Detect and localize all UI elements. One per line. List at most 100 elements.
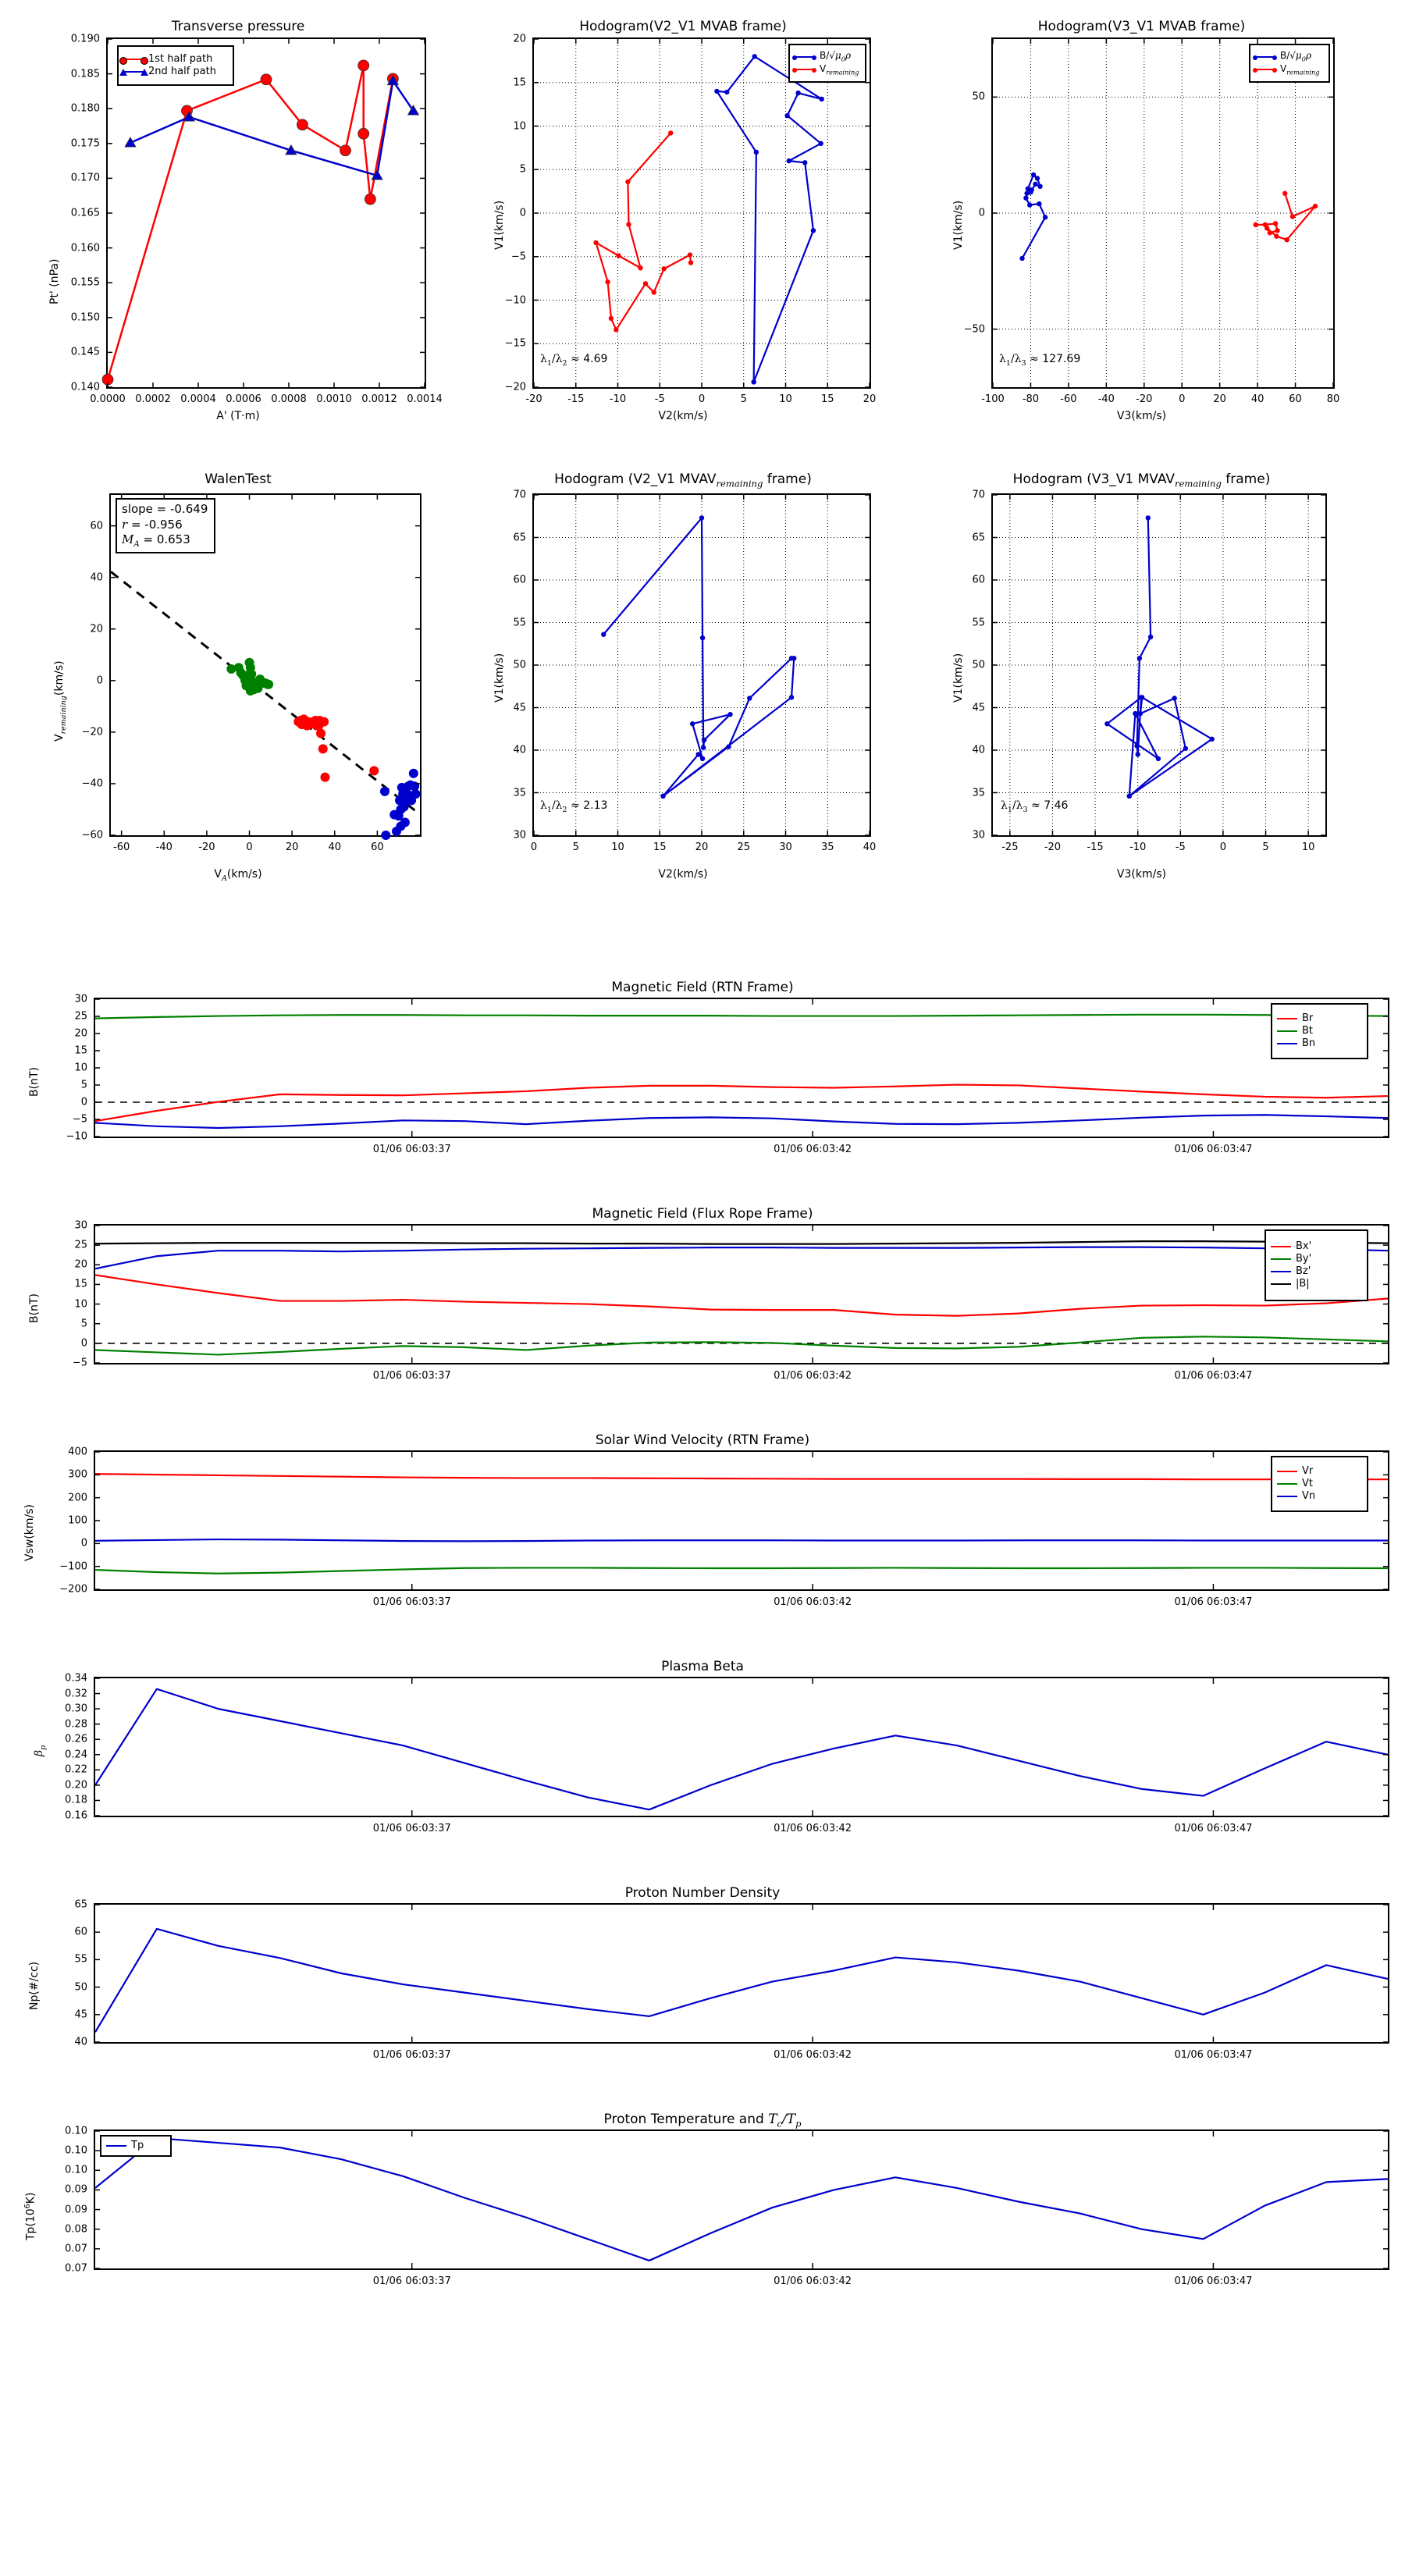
y-tick-label: 45	[513, 702, 526, 713]
plot-area	[94, 998, 1389, 1138]
legend-item-vremaining: Vremaining	[792, 63, 860, 76]
legend-item-vn: Vn	[1277, 1490, 1362, 1503]
x-tick-label: 35	[820, 841, 834, 853]
legend-line-red-circle	[119, 56, 148, 65]
legend-line-blue	[106, 2145, 126, 2147]
y-tick-label: 40	[513, 744, 526, 756]
y-tick-label: −50	[963, 323, 985, 336]
legend-label: 1st half path	[148, 52, 213, 65]
legend-item-by: By'	[1271, 1253, 1362, 1265]
y-axis-label: Vsw(km/s)	[23, 1503, 36, 1561]
x-tick-label: 0.0002	[135, 393, 171, 405]
legend-label: Bn	[1302, 1037, 1316, 1050]
x-tick-label: 40	[863, 841, 877, 853]
y-tick-label: 0.28	[65, 1718, 87, 1731]
y-tick-label: 0	[96, 674, 103, 687]
legend-line-blue	[1253, 55, 1277, 60]
legend-item-bmag: |B|	[1271, 1278, 1362, 1290]
x-tick-label: 10	[611, 841, 624, 853]
panel-title: WalenTest	[205, 471, 272, 487]
plot-area	[94, 1677, 1389, 1817]
x-tick-label: -80	[1022, 393, 1040, 405]
plot-area	[532, 493, 871, 837]
legend: Tp	[100, 2135, 172, 2157]
y-tick-label: 50	[513, 659, 526, 671]
x-axis-label: V2(km/s)	[658, 410, 708, 422]
panel-title: Proton Number Density	[624, 1885, 781, 1901]
y-tick-label: 0.22	[65, 1763, 87, 1776]
x-tick-label: 5	[740, 393, 747, 405]
x-tick-label: 15	[653, 841, 667, 853]
x-tick-label: 01/06 06:03:42	[774, 1370, 852, 1382]
x-tick-label: 01/06 06:03:42	[774, 2049, 852, 2061]
x-tick-label: 0	[1219, 841, 1227, 853]
plot-area	[94, 1903, 1389, 2044]
x-tick-label: 01/06 06:03:47	[1174, 1596, 1253, 1608]
y-tick-label: 20	[74, 1027, 87, 1040]
y-tick-label: 20	[74, 1258, 87, 1271]
x-tick-label: 60	[371, 841, 384, 853]
legend-line-blue-triangle	[119, 69, 148, 76]
panel-hodogram-v3v1-mvav: Hodogram (V3_V1 MVAVremaining frame) λ1/…	[929, 468, 1366, 913]
y-tick-label: 0.170	[70, 172, 100, 184]
x-tick-label: 0	[1179, 393, 1186, 405]
eigenvalue-annotation: λ1/λ2 ≈ 4.69	[540, 353, 608, 368]
y-tick-label: 15	[513, 76, 526, 89]
y-tick-label: 60	[972, 574, 985, 586]
y-tick-label: 0.145	[70, 346, 100, 358]
panel-title: Proton Temperature and Tc/Tp	[603, 2112, 802, 2129]
x-tick-label: -5	[654, 393, 665, 405]
y-tick-label: 50	[74, 1981, 87, 1994]
x-tick-label: 80	[1326, 393, 1340, 405]
y-tick-label: 15	[74, 1044, 87, 1057]
x-tick-label: 20	[695, 841, 709, 853]
x-tick-label: -5	[1175, 841, 1186, 853]
legend-item-alfven: B/√μ0ρ	[1253, 50, 1324, 63]
walen-stats-box: slope = -0.649 r = -0.956 MA = 0.653	[116, 498, 215, 554]
plot-area	[991, 493, 1327, 837]
y-tick-label: 35	[972, 787, 985, 799]
legend-label: B/√μ0ρ	[820, 50, 851, 63]
y-tick-label: 10	[74, 1298, 87, 1311]
x-tick-label: -25	[1001, 841, 1019, 853]
panel-proton-number-density: Proton Number Density Np(#/cc) 40 45 50 55 6…	[0, 1885, 1405, 2080]
legend-line-red	[792, 68, 816, 73]
y-tick-label: −20	[504, 381, 526, 393]
y-tick-label: 0.180	[70, 102, 100, 115]
y-tick-label: 35	[513, 787, 526, 799]
x-tick-label: 0.0006	[226, 393, 261, 405]
y-tick-label: 0.30	[65, 1703, 87, 1715]
x-axis-label: VA(km/s)	[214, 868, 262, 883]
x-tick-label: -10	[609, 393, 627, 405]
y-tick-label: 45	[972, 702, 985, 713]
y-tick-label: −10	[66, 1130, 87, 1143]
y-tick-label: 0.165	[70, 207, 100, 219]
y-tick-label: 55	[513, 617, 526, 628]
legend-item-bn: Bn	[1277, 1037, 1362, 1050]
y-tick-label: 40	[972, 744, 985, 756]
legend-item-vremaining: Vremaining	[1253, 63, 1324, 76]
y-tick-label: 0.10	[65, 2144, 87, 2157]
legend-label: |B|	[1296, 1278, 1310, 1290]
y-tick-label: 10	[513, 120, 526, 132]
y-tick-label: 5	[80, 1318, 87, 1330]
panel-magnetic-field-flux-rope: Magnetic Field (Flux Rope Frame) Bx' By'…	[0, 1206, 1405, 1401]
y-tick-label: 0.07	[65, 2243, 87, 2255]
panel-title: Hodogram(V2_V1 MVAB frame)	[579, 19, 787, 34]
y-tick-label: −5	[72, 1113, 87, 1126]
plot-area	[94, 1224, 1389, 1364]
legend-item-bt: Bt	[1277, 1025, 1362, 1037]
y-tick-label: 0	[80, 1096, 87, 1108]
y-tick-label: 10	[74, 1062, 87, 1074]
y-tick-label: 0.140	[70, 381, 100, 393]
x-tick-label: 01/06 06:03:42	[774, 1144, 852, 1155]
x-tick-label: 0	[698, 393, 706, 405]
legend-line-green	[1277, 1483, 1297, 1485]
plot-area	[94, 1450, 1389, 1591]
panel-title: Magnetic Field (RTN Frame)	[611, 980, 794, 995]
x-tick-label: 01/06 06:03:37	[372, 1596, 451, 1608]
y-tick-label: −10	[504, 294, 526, 306]
y-tick-label: 5	[519, 163, 526, 176]
legend-item-br: Br	[1277, 1012, 1362, 1025]
x-tick-label: 01/06 06:03:37	[372, 1144, 451, 1155]
